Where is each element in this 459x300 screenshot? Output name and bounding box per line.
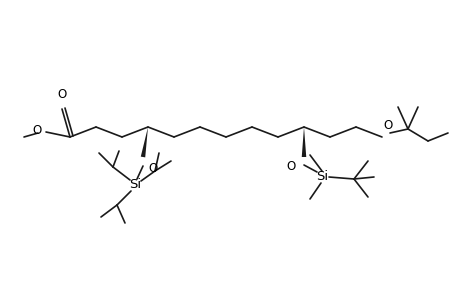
Text: Si: Si (315, 170, 327, 184)
Text: O: O (286, 160, 295, 173)
Text: Si: Si (129, 178, 141, 191)
Text: O: O (148, 162, 157, 175)
Text: O: O (33, 124, 42, 136)
Polygon shape (140, 127, 148, 158)
Text: O: O (57, 88, 67, 101)
Text: O: O (382, 119, 392, 132)
Polygon shape (301, 127, 306, 157)
